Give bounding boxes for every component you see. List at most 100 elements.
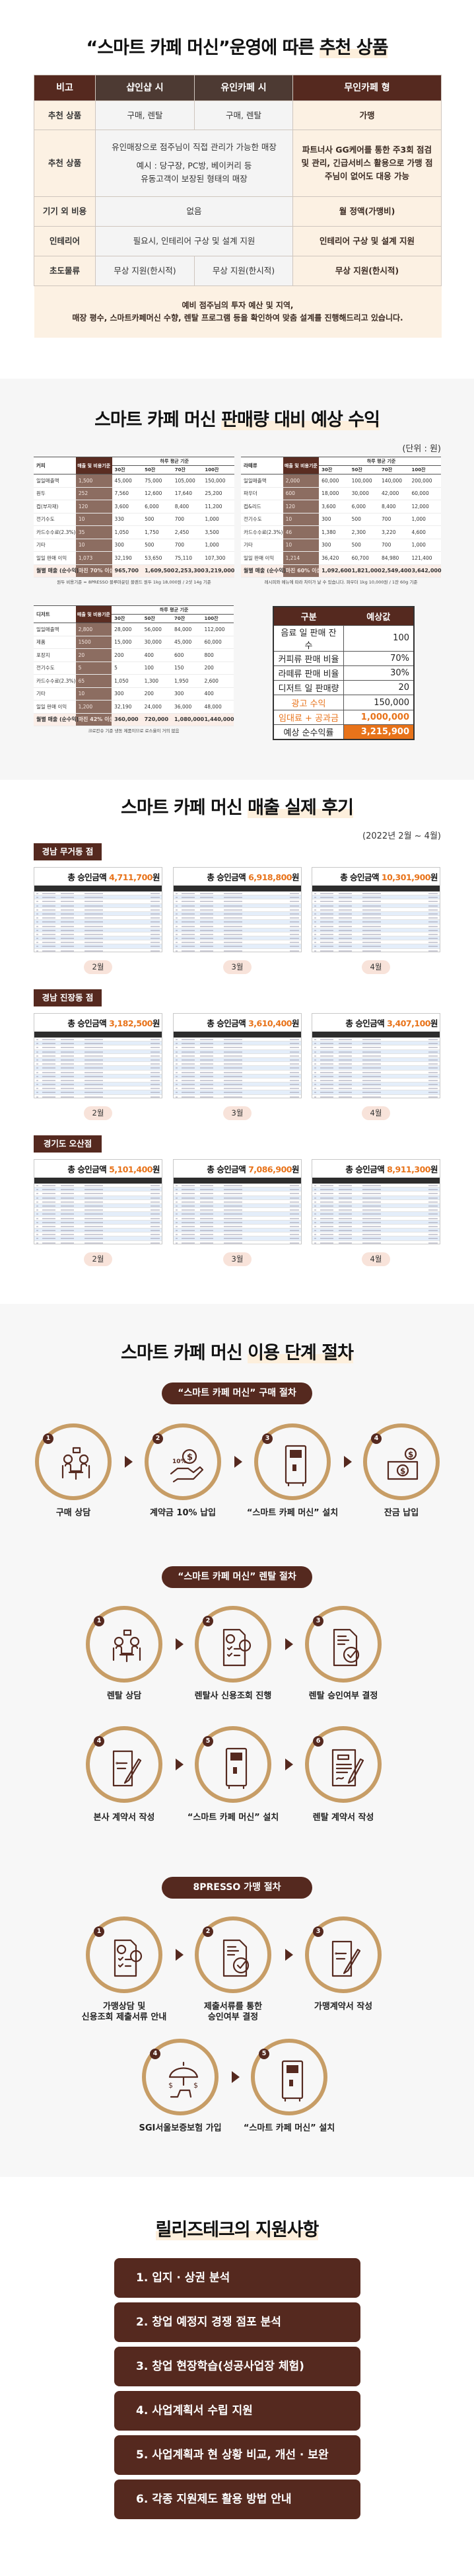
basis-header: 매출 및 비용기준 (283, 457, 320, 474)
receipt-row (312, 1236, 440, 1241)
receipt-row (312, 944, 440, 949)
arrow-right-icon (175, 1759, 184, 1770)
support-item: 2. 창업 예정지 경쟁 점포 분석 (114, 2302, 360, 2342)
svg-text:$: $ (187, 1453, 193, 1462)
receipt-row (174, 1220, 301, 1225)
sales-receipt: 총 승인금액 7,086,900원 (173, 1159, 302, 1244)
receipt-row (312, 1071, 440, 1075)
cell-value: 10 (75, 687, 112, 701)
table-row: 카드수수료(2.3%) 46 1,380 2,300 3,220 4,600 (241, 525, 441, 539)
cups-header: 50잔 (349, 465, 380, 474)
receipt-row (174, 1229, 301, 1233)
cell-value: 30,000 (349, 487, 380, 500)
table-row: 광고 수익 150,000 (273, 695, 415, 710)
cell-value: 120 (75, 500, 112, 513)
receipt-row (34, 1236, 162, 1241)
summary-header: 예상값 (343, 607, 414, 625)
step-number: 4 (94, 1736, 104, 1747)
step-number: 1 (43, 1433, 53, 1444)
month-pill: 2월 (84, 1106, 112, 1120)
cell-value: 45,000 (112, 474, 143, 488)
receipt-header-bar (174, 886, 301, 891)
arrow-right-icon (175, 1949, 184, 1961)
receipt-row (34, 1074, 162, 1079)
receipt-row (34, 1038, 162, 1042)
recommend-section: “스마트 카페 머신”운영에 따른 추천 상품 비고 샵인샵 시 유인카페 시 … (0, 0, 474, 370)
table-row: 일일매출액 1,500 45,000 75,000 105,000 150,000 (34, 474, 234, 488)
receipt-row (174, 1217, 301, 1221)
cell-value: 2,600 (201, 674, 234, 688)
receipt-header-bar (174, 1032, 301, 1038)
cell-value: 1,000 (409, 539, 441, 552)
receipt-row (34, 1192, 162, 1196)
receipt-row (34, 1090, 162, 1095)
footnote: 레시피와 메뉴에 따라 차이가 날 수 있습니다. 파우더 1kg 10,000… (264, 580, 418, 585)
consult-note: 예비 점주님의 투자 예산 및 지역, 매장 평수, 스마트카페머신 수향, 렌탈… (34, 285, 442, 338)
svg-text:$: $ (400, 1466, 405, 1476)
receipt-row (174, 1188, 301, 1192)
receipt-row (312, 920, 440, 925)
support-item: 5. 사업계획과 현 상황 비교, 개선 · 보완 (114, 2435, 360, 2475)
receipt-row (312, 1038, 440, 1042)
row-label: 기타 (34, 539, 76, 552)
receipt-row (312, 936, 440, 941)
row-label: 일일매출액 (34, 623, 76, 636)
receipt-row (34, 1208, 162, 1213)
row-label: 전기수도 (241, 513, 283, 526)
row-label: 파우더 (241, 487, 283, 500)
receipt-row (174, 1241, 301, 1244)
cell-value: 10 (283, 539, 320, 552)
receipt-row (174, 1200, 301, 1204)
cell-value: 1,050 (112, 525, 143, 539)
cell-value: 2,300 (349, 525, 380, 539)
cell-value: 2,549,400 (379, 564, 411, 578)
cell-value: 360,000 (112, 713, 142, 726)
row-label: 컵&리드 (241, 500, 283, 513)
cell-value: 60,000 (319, 474, 349, 488)
receipt-row (34, 899, 162, 904)
footnote: 원두 비용기준 = 8PRESSO 블루마운틴 블렌드 원두 1kg 18,00… (57, 580, 211, 585)
cell-value: 3,642,000 (409, 564, 442, 578)
cell-value: 200,000 (409, 474, 441, 488)
receipt-row (312, 1086, 440, 1091)
step-doc-search-circle: 2 (195, 1606, 271, 1683)
cell-value: 11,200 (202, 500, 234, 513)
header-staffed-cafe: 유인카페 시 (194, 75, 293, 101)
receipt-row (312, 1212, 440, 1217)
receipt-row (174, 1192, 301, 1196)
cell-value: 3,219,000 (202, 564, 234, 578)
cell-value: 마진 42% 이상 (75, 713, 114, 726)
cell-value: 32,190 (112, 551, 143, 565)
sales-receipt: 총 승인금액 10,301,900원 (312, 867, 440, 952)
footnote: 크로칸슈 기준 냉동 제품이므로 로스율이 거의 없음 (88, 728, 180, 734)
sales-receipt: 총 승인금액 6,918,800원 (173, 867, 302, 952)
summary-label: 커피류 판매 비율 (273, 650, 344, 666)
receipt-row (34, 916, 162, 921)
receipt-row (312, 1200, 440, 1204)
receipt-row (174, 908, 301, 912)
total-amount: 총 승인금액 8,911,300원 (345, 1164, 438, 1174)
cups-header: 30잔 (112, 465, 143, 474)
receipt-row (174, 1195, 301, 1200)
cell-value: 3,500 (202, 525, 234, 539)
store-label: 경남 무거동 점 (34, 843, 102, 860)
receipt-header-bar (34, 886, 162, 891)
receipt-row (34, 1082, 162, 1087)
summary-label: 임대료 + 공과금 (273, 709, 344, 725)
cell-value: 720,000 (141, 713, 172, 726)
cell-value: 56,000 (141, 623, 172, 636)
arrow-right-icon (175, 1638, 184, 1650)
receipt-row (174, 1042, 301, 1046)
month-pill: 3월 (223, 960, 252, 974)
cell-value: 300 (112, 687, 142, 701)
cell-value: 42,000 (379, 487, 409, 500)
receipt-row (34, 1095, 162, 1098)
step-doc-check-circle: 2 (195, 1916, 271, 1993)
step-label: 가맹계약서 작성 (314, 2002, 373, 2012)
cell-value: 10 (75, 513, 112, 526)
table-row: 디저트 일 판매량 20 (273, 680, 415, 696)
cell-value: 300 (319, 539, 349, 552)
cell-value: 1,750 (142, 525, 172, 539)
summary-value: 150,000 (343, 695, 415, 710)
cell-value: 700 (172, 539, 203, 552)
